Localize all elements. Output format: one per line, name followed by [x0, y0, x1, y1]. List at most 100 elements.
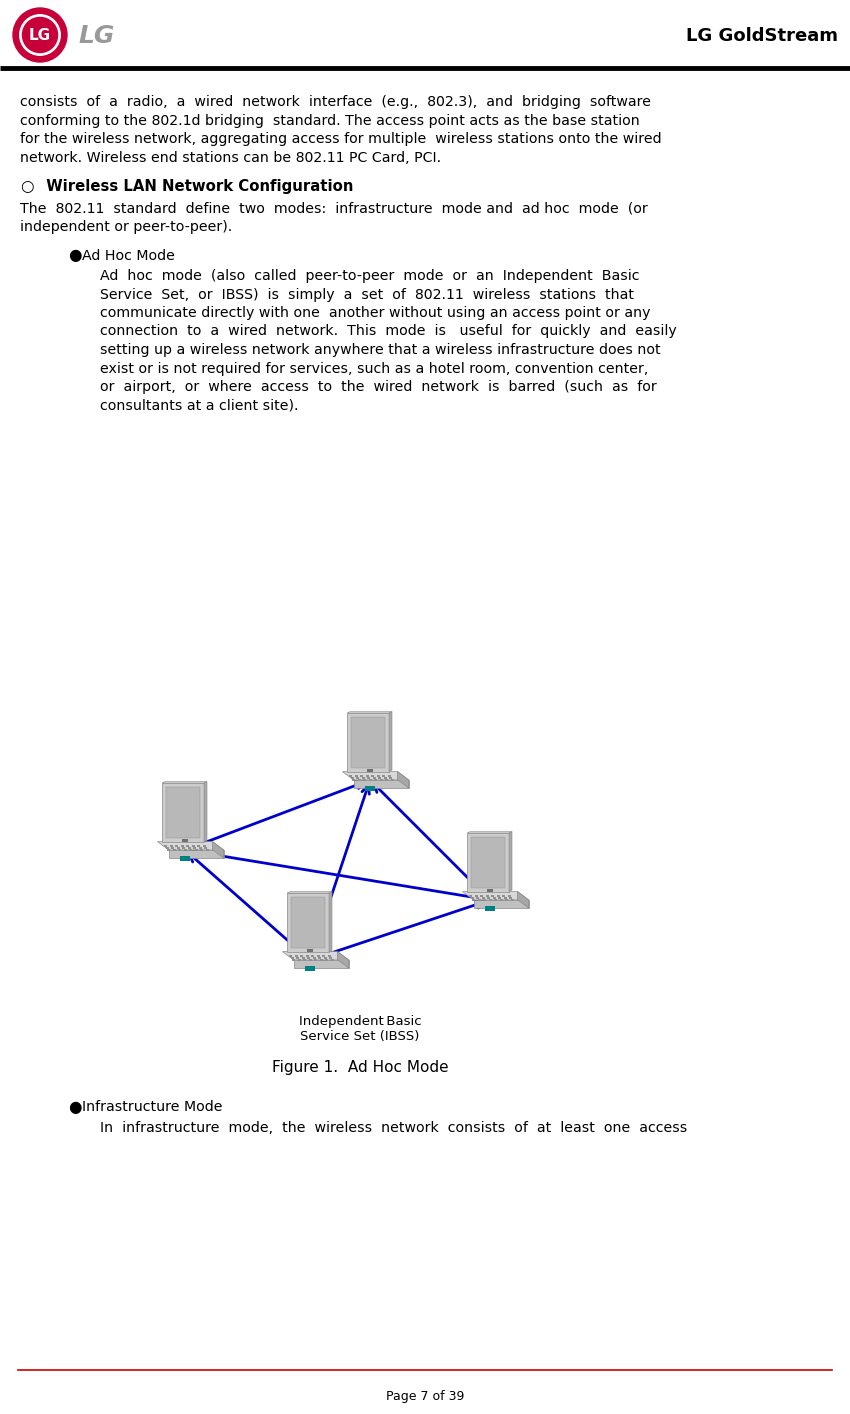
Bar: [173, 850, 176, 851]
Text: ●: ●: [68, 1100, 82, 1116]
Text: Figure 1.  Ad Hoc Mode: Figure 1. Ad Hoc Mode: [272, 1060, 448, 1075]
Bar: [388, 775, 391, 776]
Bar: [473, 899, 475, 902]
Bar: [204, 847, 207, 850]
Bar: [373, 778, 376, 779]
Polygon shape: [212, 841, 224, 858]
Bar: [507, 895, 511, 896]
Polygon shape: [351, 717, 385, 768]
Polygon shape: [337, 952, 348, 969]
Bar: [303, 960, 307, 962]
Polygon shape: [509, 831, 512, 892]
Bar: [482, 898, 484, 899]
Bar: [491, 895, 494, 896]
Bar: [380, 779, 383, 782]
Bar: [320, 960, 323, 962]
Text: In  infrastructure  mode,  the  wireless  network  consists  of  at  least  one : In infrastructure mode, the wireless net…: [100, 1120, 688, 1134]
Bar: [164, 846, 167, 847]
Polygon shape: [162, 782, 207, 783]
Bar: [307, 949, 313, 952]
Bar: [326, 960, 328, 962]
Text: Wireless LAN Network Configuration: Wireless LAN Network Configuration: [36, 180, 354, 194]
Bar: [500, 899, 503, 902]
Text: Page 7 of 39: Page 7 of 39: [386, 1390, 464, 1403]
Text: Infrastructure Mode: Infrastructure Mode: [82, 1100, 223, 1114]
Polygon shape: [329, 892, 332, 952]
Bar: [298, 960, 301, 962]
Bar: [311, 954, 314, 957]
Bar: [202, 846, 206, 847]
Bar: [367, 778, 371, 779]
Text: Independent Basic: Independent Basic: [298, 1015, 422, 1028]
Polygon shape: [157, 841, 224, 850]
Bar: [166, 847, 169, 850]
Bar: [369, 779, 372, 782]
Bar: [191, 846, 195, 847]
Bar: [493, 898, 496, 899]
Polygon shape: [518, 892, 529, 908]
Bar: [484, 899, 486, 902]
Polygon shape: [347, 711, 392, 713]
Polygon shape: [467, 833, 509, 892]
Text: LG GoldStream: LG GoldStream: [686, 27, 838, 45]
Text: for the wireless network, aggregating access for multiple  wireless stations ont: for the wireless network, aggregating ac…: [20, 132, 661, 146]
Bar: [360, 775, 363, 776]
Bar: [180, 846, 184, 847]
Bar: [485, 906, 495, 911]
Polygon shape: [354, 781, 409, 788]
Bar: [353, 779, 355, 782]
Text: Ad  hoc  mode  (also  called  peer-to-peer  mode  or  an  Independent  Basic: Ad hoc mode (also called peer-to-peer mo…: [100, 269, 639, 283]
Text: Ad Hoc Mode: Ad Hoc Mode: [82, 249, 175, 263]
Text: ○: ○: [20, 180, 33, 194]
Bar: [182, 847, 185, 850]
Polygon shape: [204, 782, 207, 841]
Circle shape: [22, 17, 58, 52]
Bar: [385, 779, 388, 782]
Polygon shape: [168, 850, 224, 858]
Bar: [478, 899, 481, 902]
Polygon shape: [347, 713, 389, 772]
Bar: [489, 899, 492, 902]
Text: Service Set (IBSS): Service Set (IBSS): [300, 1029, 420, 1044]
Bar: [378, 778, 382, 779]
Text: exist or is not required for services, such as a hotel room, convention center,: exist or is not required for services, s…: [100, 362, 649, 376]
Bar: [178, 850, 181, 851]
Bar: [389, 778, 393, 779]
Bar: [316, 954, 320, 957]
Bar: [193, 847, 196, 850]
Bar: [366, 775, 369, 776]
Polygon shape: [282, 952, 348, 960]
Bar: [506, 899, 508, 902]
Bar: [487, 888, 493, 892]
Bar: [175, 846, 178, 847]
Polygon shape: [287, 894, 329, 952]
Bar: [177, 847, 180, 850]
Text: LG: LG: [78, 24, 115, 48]
Bar: [305, 966, 315, 971]
Bar: [327, 954, 331, 957]
Polygon shape: [162, 783, 204, 841]
Polygon shape: [473, 899, 529, 908]
Bar: [504, 898, 507, 899]
Bar: [469, 895, 472, 896]
Bar: [322, 954, 325, 957]
Bar: [487, 898, 490, 899]
Bar: [302, 957, 305, 959]
Bar: [495, 899, 497, 902]
Bar: [354, 775, 358, 776]
Bar: [382, 775, 385, 776]
Bar: [309, 960, 312, 962]
Bar: [180, 855, 190, 861]
Text: Service  Set,  or  IBSS)  is  simply  a  set  of  802.11  wireless  stations  th: Service Set, or IBSS) is simply a set of…: [100, 287, 634, 301]
Bar: [384, 778, 387, 779]
Bar: [289, 954, 292, 957]
Polygon shape: [291, 896, 325, 947]
Bar: [324, 957, 326, 959]
Text: network. Wireless end stations can be 802.11 PC Card, PCI.: network. Wireless end stations can be 80…: [20, 150, 441, 164]
Text: communicate directly with one  another without using an access point or any: communicate directly with one another wi…: [100, 305, 650, 320]
Bar: [485, 895, 489, 896]
Bar: [371, 775, 374, 776]
Bar: [206, 850, 209, 851]
Polygon shape: [462, 892, 529, 899]
Bar: [306, 954, 309, 957]
